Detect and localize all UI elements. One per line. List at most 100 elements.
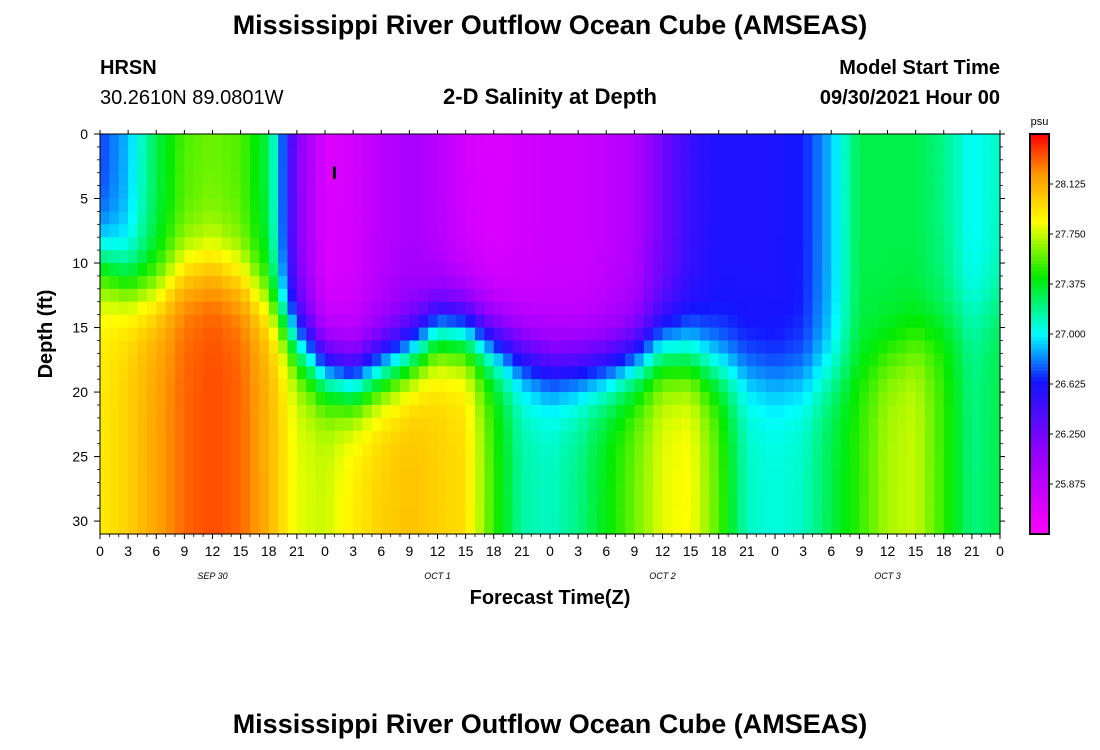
heatmap-cell xyxy=(700,404,710,419)
colorbar-segment xyxy=(1030,450,1049,455)
heatmap-cell xyxy=(681,185,692,200)
heatmap-cell xyxy=(268,288,279,303)
heatmap-cell xyxy=(737,456,748,471)
heatmap-cell xyxy=(765,430,776,445)
heatmap-cell xyxy=(296,211,307,225)
heatmap-cell xyxy=(381,417,392,432)
colorbar-tick-label: 27.375 xyxy=(1055,280,1086,291)
heatmap-cell xyxy=(118,353,129,367)
heatmap-cell xyxy=(381,314,392,329)
heatmap-cell xyxy=(353,469,364,483)
heatmap-cell xyxy=(906,327,917,342)
heatmap-cell xyxy=(943,134,954,148)
colorbar-segment xyxy=(1030,384,1049,388)
heatmap-cell xyxy=(250,417,260,432)
heatmap-cell xyxy=(418,392,429,406)
heatmap-cell xyxy=(709,392,720,406)
heatmap-cell xyxy=(925,172,935,187)
heatmap-cell xyxy=(700,275,710,290)
heatmap-cell xyxy=(643,353,654,367)
heatmap-cell xyxy=(971,340,982,354)
heatmap-cell xyxy=(203,288,214,303)
heatmap-cell xyxy=(268,521,279,535)
heatmap-cell xyxy=(250,508,260,522)
heatmap-cell xyxy=(146,469,157,483)
heatmap-cell xyxy=(831,353,842,367)
heatmap-cell xyxy=(887,482,898,496)
heatmap-cell xyxy=(353,404,364,419)
heatmap-cell xyxy=(596,508,607,522)
heatmap-cell xyxy=(315,392,326,406)
heatmap-cell xyxy=(793,263,804,277)
heatmap-cell xyxy=(728,417,739,432)
heatmap-cell xyxy=(737,172,748,187)
heatmap-cell xyxy=(653,417,664,432)
heatmap-cell xyxy=(953,327,964,342)
heatmap-cell xyxy=(146,327,157,342)
heatmap-cell xyxy=(231,146,242,161)
heatmap-cell xyxy=(578,314,589,329)
heatmap-cell xyxy=(193,456,204,471)
heatmap-cell xyxy=(662,198,673,213)
heatmap-cell xyxy=(521,237,532,251)
heatmap-cell xyxy=(653,275,664,290)
heatmap-cell xyxy=(850,275,860,290)
heatmap-cell xyxy=(681,250,692,264)
heatmap-cell xyxy=(625,134,635,148)
heatmap-cell xyxy=(446,508,457,522)
heatmap-cell xyxy=(203,237,214,251)
heatmap-cell xyxy=(540,392,551,406)
heatmap-cell xyxy=(175,172,185,187)
heatmap-cell xyxy=(325,172,335,187)
heatmap-cell xyxy=(775,392,785,406)
heatmap-cell xyxy=(756,172,767,187)
heatmap-cell xyxy=(259,340,270,354)
heatmap-cell xyxy=(296,314,307,329)
heatmap-cell xyxy=(240,508,251,522)
heatmap-cell xyxy=(503,353,514,367)
heatmap-cell xyxy=(184,508,195,522)
heatmap-cell xyxy=(803,392,814,406)
heatmap-cell xyxy=(728,134,739,148)
heatmap-cell xyxy=(953,469,964,483)
heatmap-cell xyxy=(559,443,570,458)
heatmap-cell xyxy=(240,340,251,354)
heatmap-cell xyxy=(296,417,307,432)
heatmap-cell xyxy=(409,159,420,174)
heatmap-cell xyxy=(756,224,767,238)
heatmap-cell xyxy=(765,263,776,277)
heatmap-cell xyxy=(981,263,992,277)
heatmap-cell xyxy=(165,495,176,509)
heatmap-cell xyxy=(784,185,795,200)
heatmap-cell xyxy=(878,159,889,174)
colorbar-segment xyxy=(1030,270,1049,275)
heatmap-cell xyxy=(615,314,626,329)
heatmap-cell xyxy=(175,263,185,277)
heatmap-cell xyxy=(456,508,467,522)
heatmap-cell xyxy=(587,275,598,290)
heatmap-cell xyxy=(981,404,992,419)
heatmap-cell xyxy=(615,443,626,458)
heatmap-cell xyxy=(456,146,467,161)
heatmap-cell xyxy=(175,288,185,303)
heatmap-cell xyxy=(634,250,645,264)
colorbar-segment xyxy=(1030,427,1049,432)
heatmap-cell xyxy=(578,198,589,213)
heatmap-cell xyxy=(250,211,260,225)
heatmap-cell xyxy=(840,495,851,509)
heatmap-cell xyxy=(925,314,935,329)
heatmap-cell xyxy=(343,482,354,496)
heatmap-cell xyxy=(259,211,270,225)
heatmap-cell xyxy=(653,134,664,148)
heatmap-cell xyxy=(775,224,785,238)
heatmap-cell xyxy=(250,237,260,251)
x-tick-label: 9 xyxy=(630,543,638,559)
colorbar-segment xyxy=(1030,314,1049,318)
heatmap-cell xyxy=(362,469,373,483)
heatmap-cell xyxy=(925,250,935,264)
heatmap-cell xyxy=(728,275,739,290)
heatmap-cell xyxy=(493,417,504,432)
heatmap-cell xyxy=(896,211,907,225)
heatmap-cell xyxy=(325,159,335,174)
heatmap-cell xyxy=(531,134,542,148)
